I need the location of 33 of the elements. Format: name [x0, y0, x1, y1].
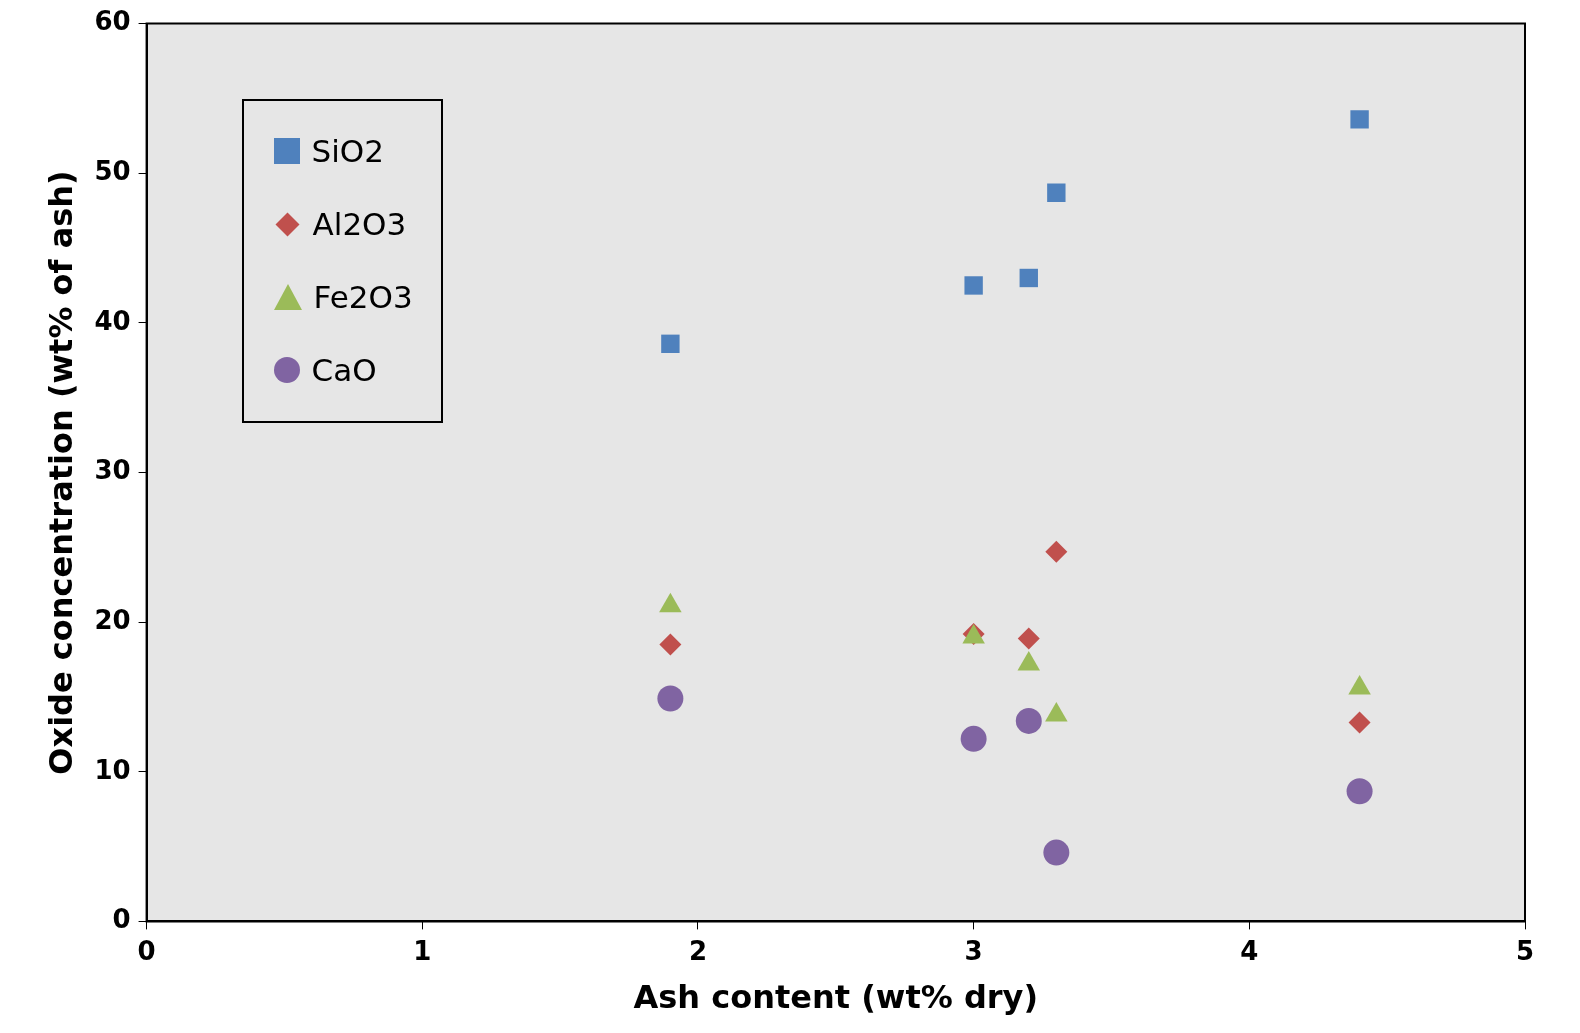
legend-label: SiO2: [311, 133, 384, 170]
x-tick-label: 3: [964, 935, 983, 966]
x-tick-label: 0: [137, 935, 156, 966]
point: [657, 685, 684, 712]
point: [1017, 627, 1040, 650]
legend-label: CaO: [311, 352, 377, 389]
point: [1348, 711, 1371, 734]
point: [960, 725, 987, 752]
point: [1047, 183, 1066, 202]
x-tick-label: 1: [413, 935, 432, 966]
point: [1045, 540, 1068, 563]
point: [1350, 110, 1369, 129]
y-tick-label: 20: [94, 604, 131, 635]
y-tick-label: 0: [112, 904, 131, 935]
point: [1043, 839, 1070, 866]
legend-label: Al2O3: [312, 206, 407, 243]
y-tick-label: 50: [94, 155, 131, 186]
legend-label: Fe2O3: [313, 279, 413, 316]
point: [659, 633, 682, 656]
x-tick-label: 2: [688, 935, 707, 966]
point: [964, 276, 983, 295]
x-tick-label: 4: [1240, 935, 1259, 966]
point: [1015, 707, 1042, 734]
y-tick-label: 10: [94, 754, 131, 785]
point: [1346, 778, 1373, 805]
y-tick-label: 60: [94, 6, 131, 37]
x-tick-label: 5: [1515, 935, 1535, 966]
point: [1019, 268, 1038, 288]
y-tick-label: 40: [94, 305, 131, 336]
y-tick-label: 30: [94, 455, 131, 486]
point: [661, 334, 680, 354]
x-axis-title: Ash content (wt% dry): [633, 978, 1039, 1017]
y-axis-title: Oxide concentration (wt% of ash): [41, 170, 80, 775]
